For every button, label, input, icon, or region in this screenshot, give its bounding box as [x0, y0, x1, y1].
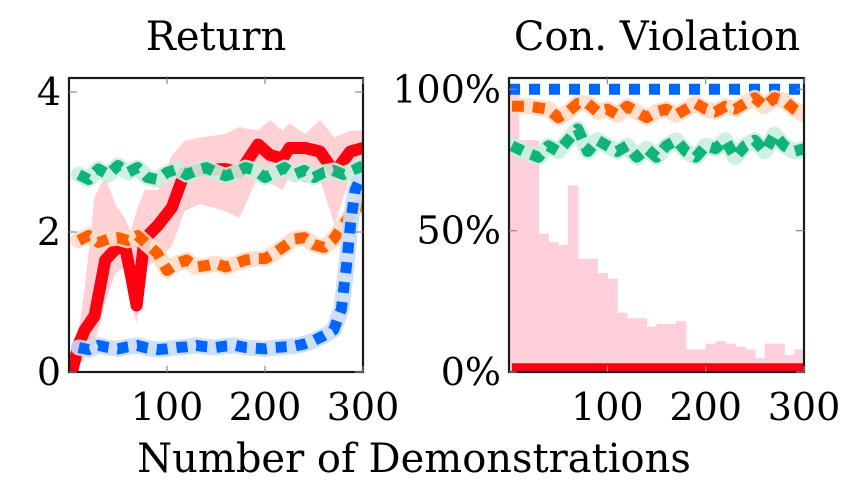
x-tick-label: 100: [571, 385, 644, 429]
violation-plot: 100 200 300 0% 50% 100%: [392, 67, 840, 429]
histogram-bar: [646, 326, 657, 372]
x-tick-label: 200: [229, 385, 302, 429]
histogram-bar: [597, 273, 608, 372]
histogram-bar: [695, 349, 707, 372]
violation-histogram: [509, 89, 804, 372]
histogram-bar: [577, 258, 589, 372]
histogram-bar: [686, 349, 697, 372]
y-tick-label: 50%: [417, 209, 501, 253]
y-tick-label: 4: [37, 70, 61, 114]
histogram-bar: [548, 241, 559, 372]
series-orange-dashed: [509, 89, 804, 126]
histogram-bar: [568, 185, 579, 372]
left-chart-title: Return: [146, 14, 287, 60]
histogram-bar: [558, 244, 569, 372]
histogram-bar: [794, 349, 804, 372]
histogram-bar: [607, 278, 618, 372]
series-green-dashed: [70, 157, 363, 188]
histogram-bar: [627, 318, 638, 372]
histogram-bar: [705, 343, 716, 372]
plot-frame: [67, 76, 365, 374]
series-green-dashed: [509, 120, 804, 166]
histogram-bar: [656, 323, 667, 372]
series-line: [511, 92, 804, 124]
histogram-bar: [715, 340, 726, 372]
y-tick-label: 0: [37, 350, 61, 394]
x-axis-label: Number of Demonstrations: [137, 436, 691, 482]
confidence-band: [70, 173, 363, 358]
x-tick-label: 300: [768, 385, 841, 429]
histogram-bar: [725, 343, 736, 372]
histogram-bar: [676, 321, 687, 372]
histogram-bar: [636, 318, 648, 372]
return-plot: 100 200 300 0 2 4: [37, 70, 399, 429]
series-orange-dashed: [70, 196, 363, 279]
x-tick-label: 100: [131, 385, 204, 429]
histogram-bar: [745, 349, 756, 372]
histogram-bar: [617, 312, 628, 372]
histogram-bar: [518, 140, 539, 372]
y-tick-label: 2: [37, 210, 61, 254]
x-tick-label: 300: [327, 385, 400, 429]
right-chart-title: Con. Violation: [514, 14, 800, 60]
histogram-bar: [587, 258, 598, 372]
histogram-bar: [538, 233, 549, 372]
y-tick-label: 0%: [441, 350, 501, 394]
series-line: [509, 123, 804, 163]
plot-frame: [507, 76, 806, 374]
series-line: [76, 160, 363, 185]
y-tick-label: 100%: [392, 67, 501, 111]
series-blue-dotted: [70, 173, 363, 358]
x-tick-label: 200: [669, 385, 742, 429]
histogram-bar: [764, 343, 775, 372]
histogram-bar: [774, 343, 785, 372]
histogram-bar: [509, 89, 520, 372]
series-line: [76, 199, 363, 276]
histogram-bar: [666, 323, 677, 372]
histogram-bar: [735, 346, 746, 372]
